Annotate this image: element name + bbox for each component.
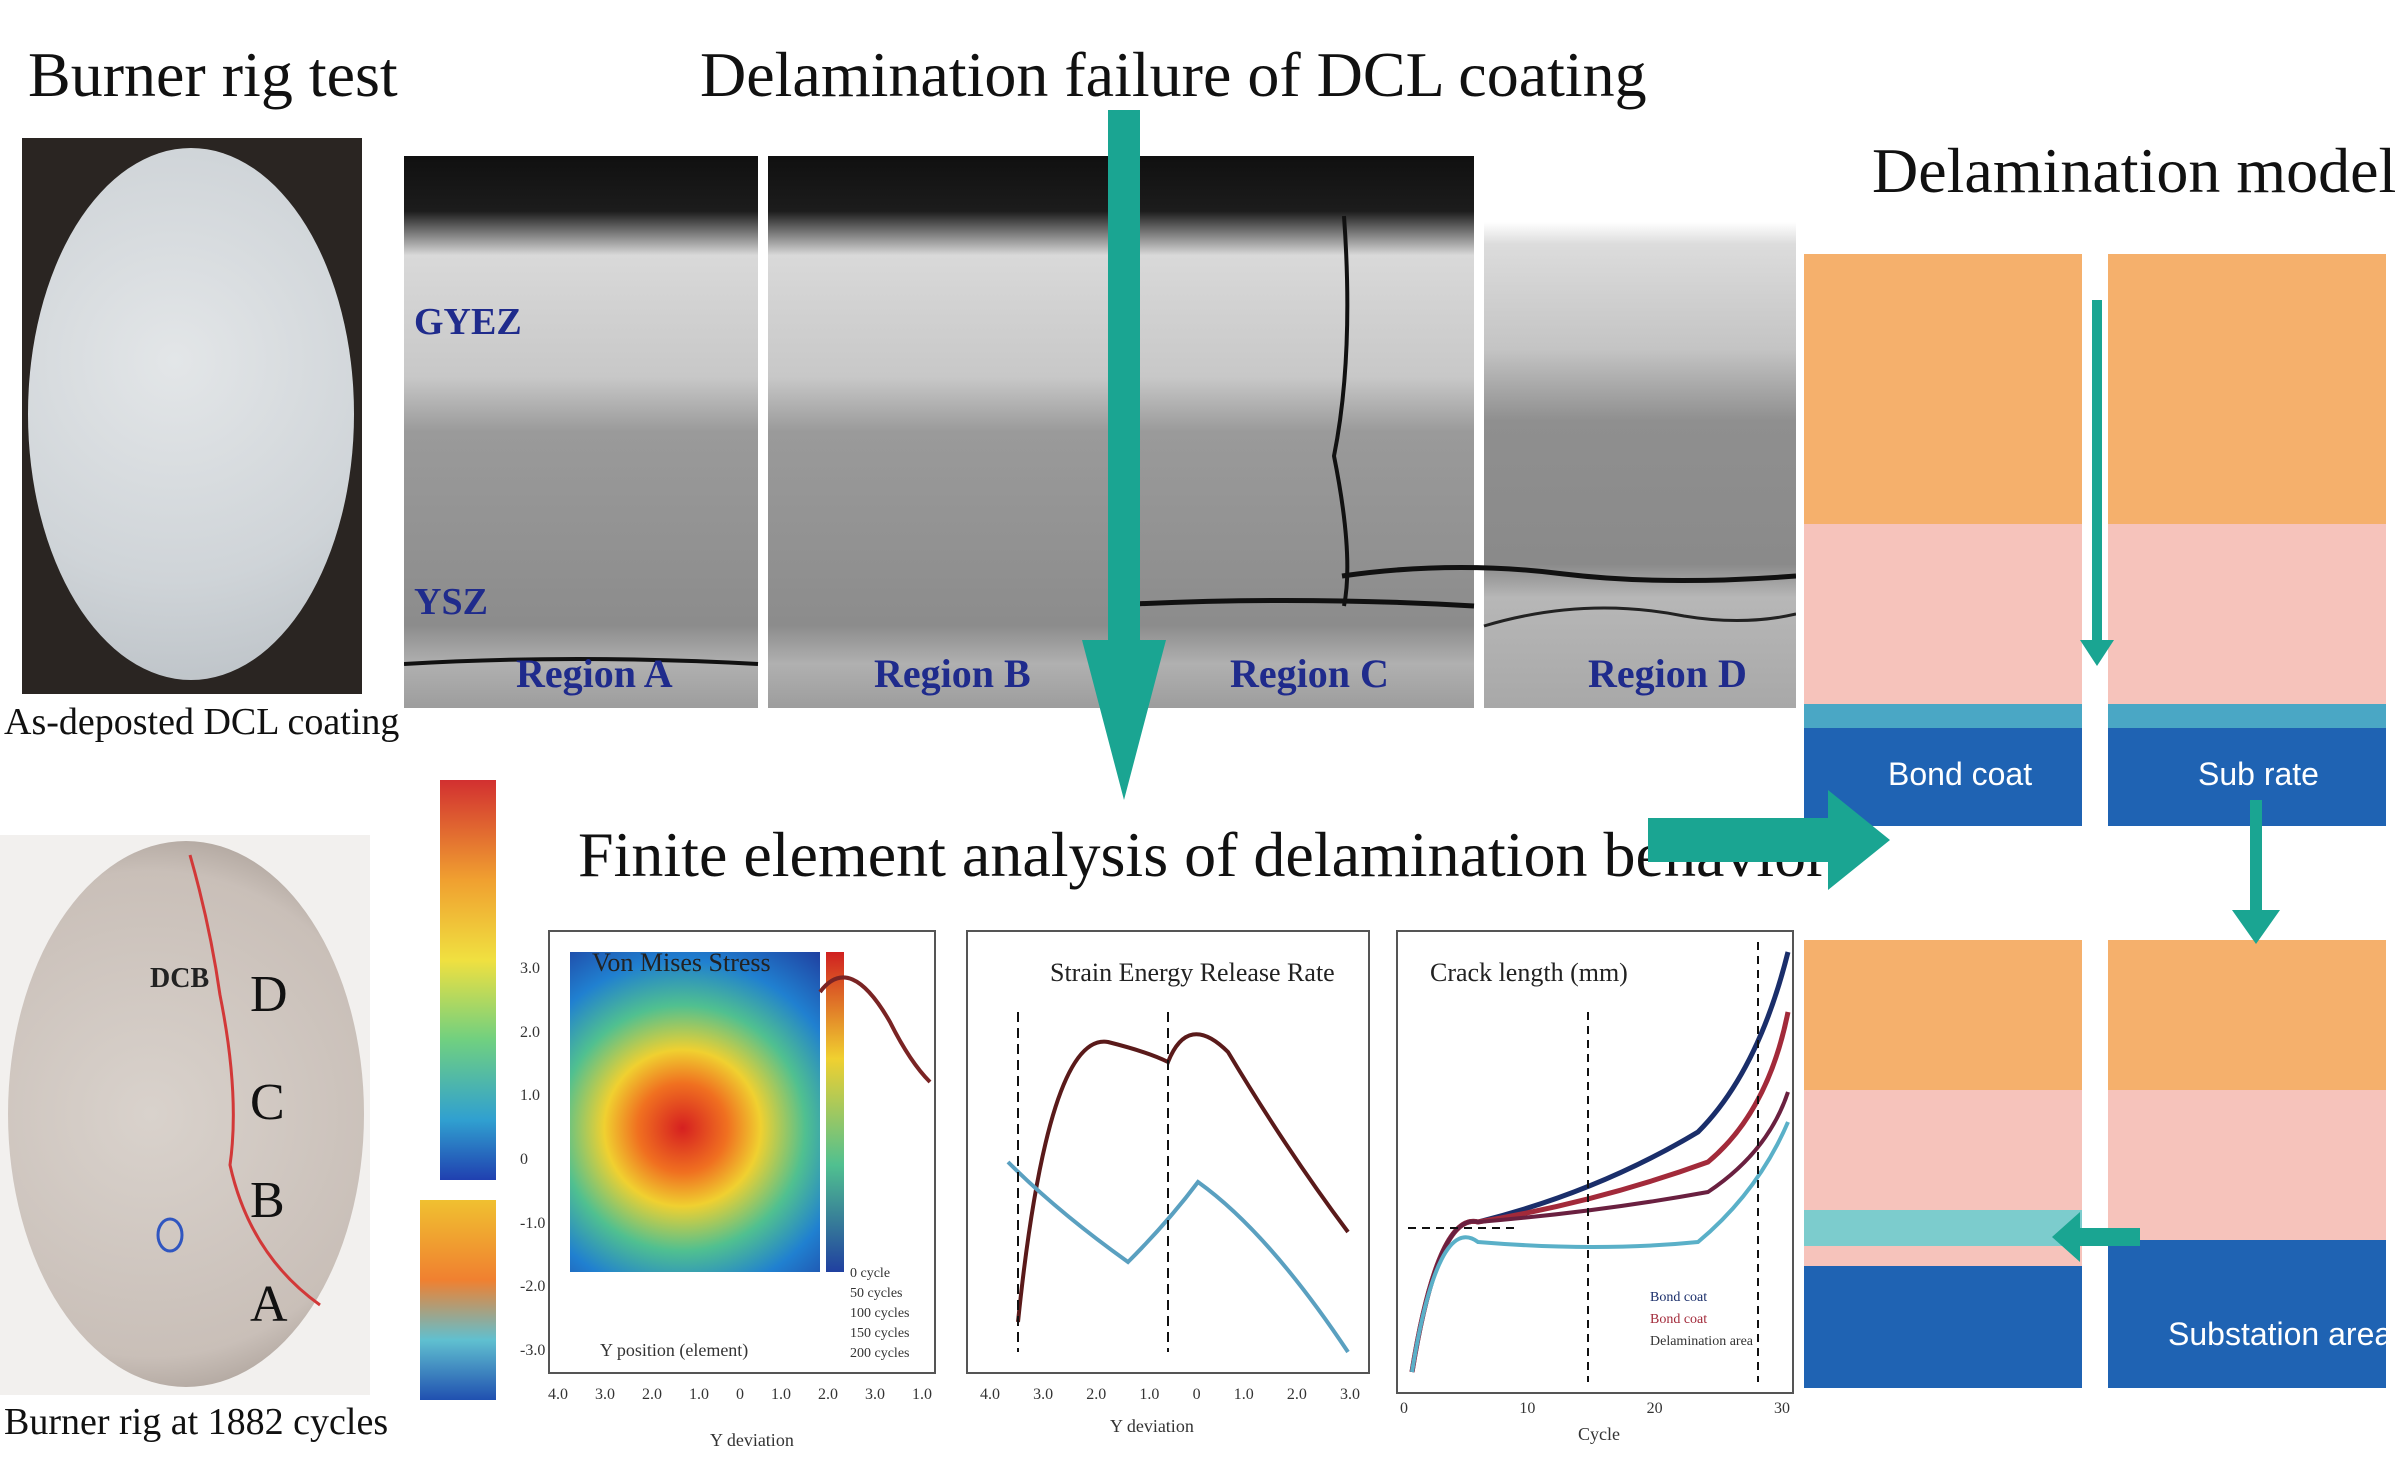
model-panel-crack	[1804, 940, 2082, 1388]
model-panel-substation	[2108, 940, 2386, 1388]
region-d-label: Region D	[1588, 651, 1747, 696]
as-deposited-caption: As-deposted DCL coating	[4, 701, 400, 743]
sem-region-b	[768, 156, 1124, 708]
crack-length-curves	[1408, 942, 1791, 1382]
fea-title: Finite element analysis of delamination …	[578, 819, 1828, 890]
x-tick: 1.0	[1139, 1386, 1160, 1403]
von-mises-legend: 0 cycle 50 cycles 100 cycles 150 cycles …	[850, 1266, 909, 1362]
von-mises-stress-curve	[818, 975, 932, 1084]
y-tick: 0	[520, 1150, 528, 1168]
arrow-right-to-model	[1648, 790, 1890, 890]
crack-length-legend: Bond coat Bond coat Delamination area	[1650, 1290, 1753, 1350]
von-mises-xticks: 4.0 3.0 2.0 1.0 0 1.0 2.0 3.0 1.0	[548, 1386, 932, 1404]
as-deposited-photo	[22, 138, 362, 694]
x-tick: 3.0	[595, 1386, 615, 1403]
x-tick: 1.0	[1233, 1386, 1254, 1403]
crack-length-title: Crack length (mm)	[1430, 958, 1628, 987]
burner-rig-title: Burner rig test	[28, 39, 398, 110]
coating-disc	[28, 148, 354, 680]
sem-interfaces	[404, 215, 1796, 666]
serr-xlabel: Y deviation	[1110, 1416, 1194, 1436]
x-tick: 3.0	[1033, 1386, 1054, 1403]
legend-entry: 200 cycles	[850, 1346, 910, 1361]
model-panel-substrate	[2108, 254, 2386, 826]
legend-entry: 0 cycle	[850, 1266, 891, 1281]
delamination-boundary	[156, 854, 321, 1307]
cycled-photo: DCB D C B A	[0, 835, 370, 1395]
region-letter-d: D	[250, 966, 288, 1023]
von-mises-title: Von Mises Stress	[592, 948, 771, 977]
x-tick: 20	[1646, 1400, 1663, 1417]
x-tick: 2.0	[1086, 1386, 1107, 1403]
sem-region-a	[404, 156, 758, 708]
x-tick: 3.0	[1339, 1386, 1360, 1403]
legend-entry: Delamination area	[1650, 1334, 1754, 1349]
ysz-label: YSZ	[414, 581, 488, 623]
x-tick: 10	[1519, 1400, 1536, 1417]
x-tick: 1.0	[689, 1386, 709, 1403]
bond-coat-label: Bond coat	[1888, 756, 2033, 792]
crack-length-plot	[1396, 930, 1794, 1394]
legend-entry: 100 cycles	[850, 1306, 910, 1321]
y-tick: -2.0	[520, 1278, 546, 1296]
von-mises-heatmap	[570, 952, 820, 1272]
von-mises-xlabel: Y position (element)	[600, 1340, 749, 1360]
serr-curves	[1006, 1012, 1350, 1354]
arrow-down-panel	[2080, 300, 2114, 666]
x-tick: 0	[736, 1386, 744, 1403]
legend-entry: Bond coat	[1650, 1312, 1708, 1327]
substation-area-label: Substation area	[2168, 1316, 2393, 1352]
region-b-label: Region B	[874, 651, 1031, 696]
cycled-caption: Burner rig at 1882 cycles	[4, 1401, 389, 1443]
x-tick: 0	[1192, 1386, 1201, 1403]
x-tick: 0	[1400, 1400, 1408, 1417]
arrow-down-main	[1082, 110, 1166, 800]
legend-entry: 150 cycles	[850, 1326, 910, 1341]
von-mises-colorbar	[826, 952, 844, 1272]
x-tick: 4.0	[980, 1386, 1000, 1403]
model-panel-bond-coat	[1804, 254, 2082, 826]
serr-xticks: 4.0 3.0 2.0 1.0 0 1.0 2.0 3.0	[980, 1386, 1360, 1404]
delamination-failure-title: Delamination failure of DCL coating	[700, 39, 1647, 110]
arrow-left-panel	[2052, 1212, 2140, 1262]
y-tick: -3.0	[520, 1341, 546, 1359]
specimen-label: DCB	[150, 963, 210, 994]
gyez-label: GYEZ	[414, 301, 522, 343]
x-tick: 30	[1773, 1400, 1790, 1417]
region-c-label: Region C	[1230, 651, 1389, 696]
substrate-label: Sub rate	[2198, 756, 2319, 792]
crack-length-xticks: 0 10 20 30	[1400, 1400, 1790, 1418]
serr-plot	[966, 930, 1370, 1374]
x-tick: 1.0	[771, 1386, 791, 1403]
x-tick: 2.0	[642, 1386, 662, 1403]
x-tick: 4.0	[548, 1386, 568, 1403]
serr-title: Strain Energy Release Rate	[1050, 958, 1335, 987]
cycled-disc	[8, 841, 364, 1387]
legend-entry: 50 cycles	[850, 1286, 903, 1301]
von-mises-yticks: 3.0 2.0 1.0 0 -1.0 -2.0 -3.0	[520, 960, 545, 1360]
stress-colormap-strip	[440, 780, 496, 1180]
x-tick: 2.0	[1286, 1386, 1307, 1403]
region-letter-c: C	[250, 1074, 285, 1131]
y-tick: 1.0	[520, 1087, 540, 1105]
region-a-label: Region A	[516, 651, 673, 696]
y-tick: 3.0	[520, 960, 540, 977]
x-tick: 3.0	[865, 1386, 885, 1403]
sem-region-d	[1484, 156, 1796, 708]
x-tick: 1.0	[912, 1386, 932, 1403]
region-letter-a: A	[250, 1276, 288, 1333]
von-mises-plot	[548, 930, 936, 1374]
arrow-down-right	[2232, 800, 2280, 944]
crack-length-xlabel: Cycle	[1578, 1424, 1620, 1444]
legend-entry: Bond coat	[1650, 1290, 1708, 1305]
region-letter-b: B	[250, 1172, 285, 1229]
y-tick: -1.0	[520, 1214, 546, 1232]
von-mises-xlabel2: Y deviation	[710, 1430, 794, 1450]
stress-colormap-cone	[420, 1200, 496, 1400]
sem-region-c	[1134, 156, 1474, 708]
x-tick: 2.0	[818, 1386, 838, 1403]
delamination-model-title: Delamination model	[1872, 135, 2397, 206]
y-tick: 2.0	[520, 1023, 540, 1041]
